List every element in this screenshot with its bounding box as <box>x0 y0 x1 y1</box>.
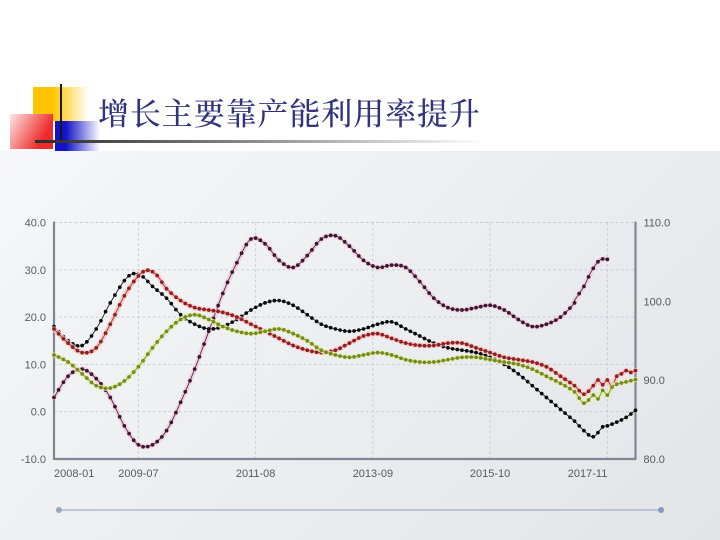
svg-text:0.0: 0.0 <box>31 407 46 419</box>
svg-text:100.0: 100.0 <box>644 296 672 308</box>
svg-text:30.0: 30.0 <box>25 265 46 277</box>
svg-text:10.0: 10.0 <box>25 359 46 371</box>
svg-text:80.0: 80.0 <box>644 454 665 466</box>
svg-text:2017-11: 2017-11 <box>568 468 608 480</box>
svg-text:2013-09: 2013-09 <box>353 468 393 480</box>
svg-text:110.0: 110.0 <box>644 218 671 230</box>
svg-text:20.0: 20.0 <box>25 312 46 324</box>
svg-text:2008-01: 2008-01 <box>54 468 94 480</box>
svg-text:2009-07: 2009-07 <box>118 468 158 480</box>
svg-text:2011-08: 2011-08 <box>236 468 276 480</box>
svg-text:40.0: 40.0 <box>25 218 46 230</box>
svg-text:-10.0: -10.0 <box>21 454 46 466</box>
svg-text:2015-10: 2015-10 <box>470 468 510 480</box>
svg-text:90.0: 90.0 <box>644 375 665 387</box>
